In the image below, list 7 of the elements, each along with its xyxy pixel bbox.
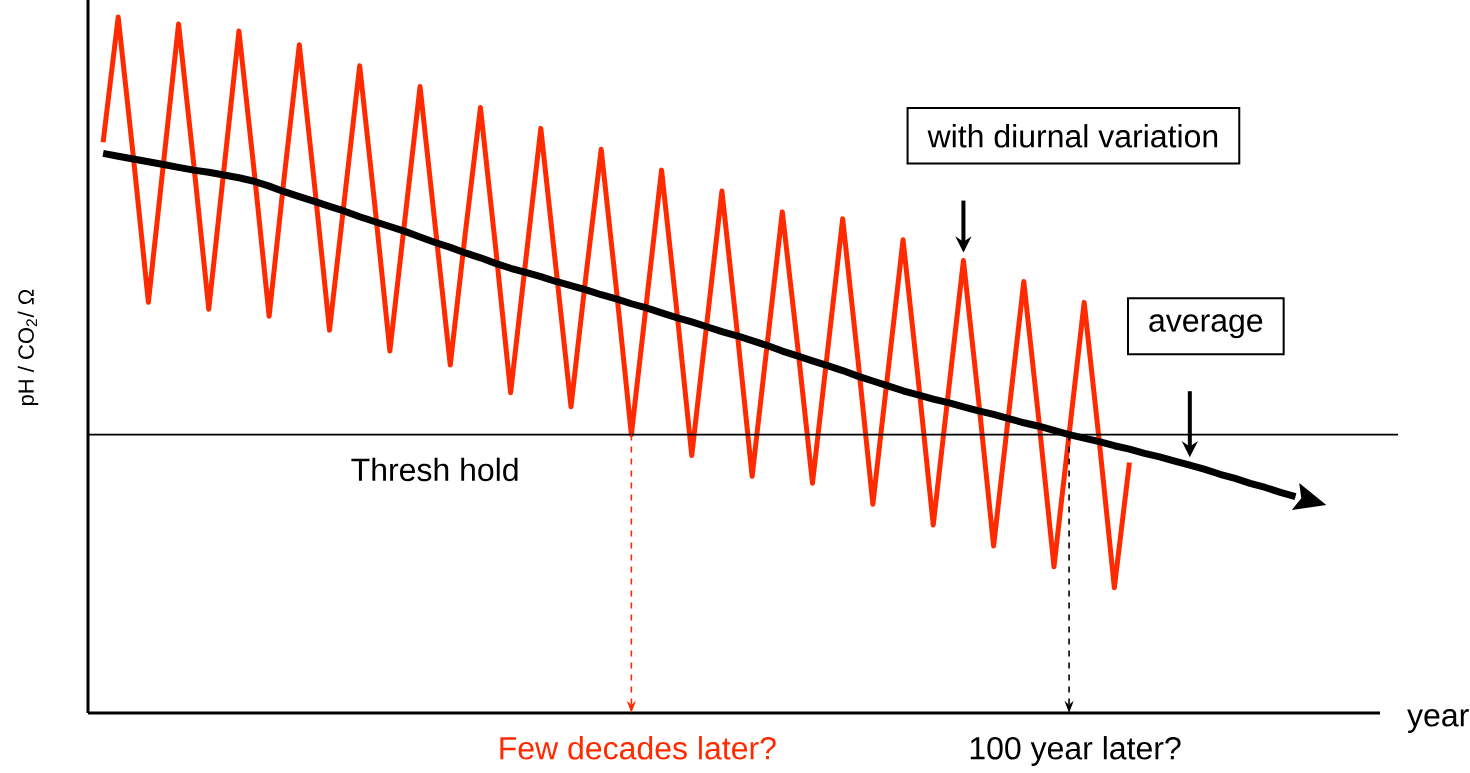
ref-line-label: Thresh hold bbox=[351, 457, 518, 482]
text: 100 year later? bbox=[970, 736, 1181, 766]
text: Few decades later? bbox=[500, 736, 776, 760]
annotation: average bbox=[1149, 314, 1263, 339]
annotation: with diurnal variation bbox=[927, 124, 1218, 148]
x-axis-title: year bbox=[1407, 709, 1469, 733]
y-axis-title: pH / CO$_{2}$/ Ω bbox=[17, 289, 39, 406]
